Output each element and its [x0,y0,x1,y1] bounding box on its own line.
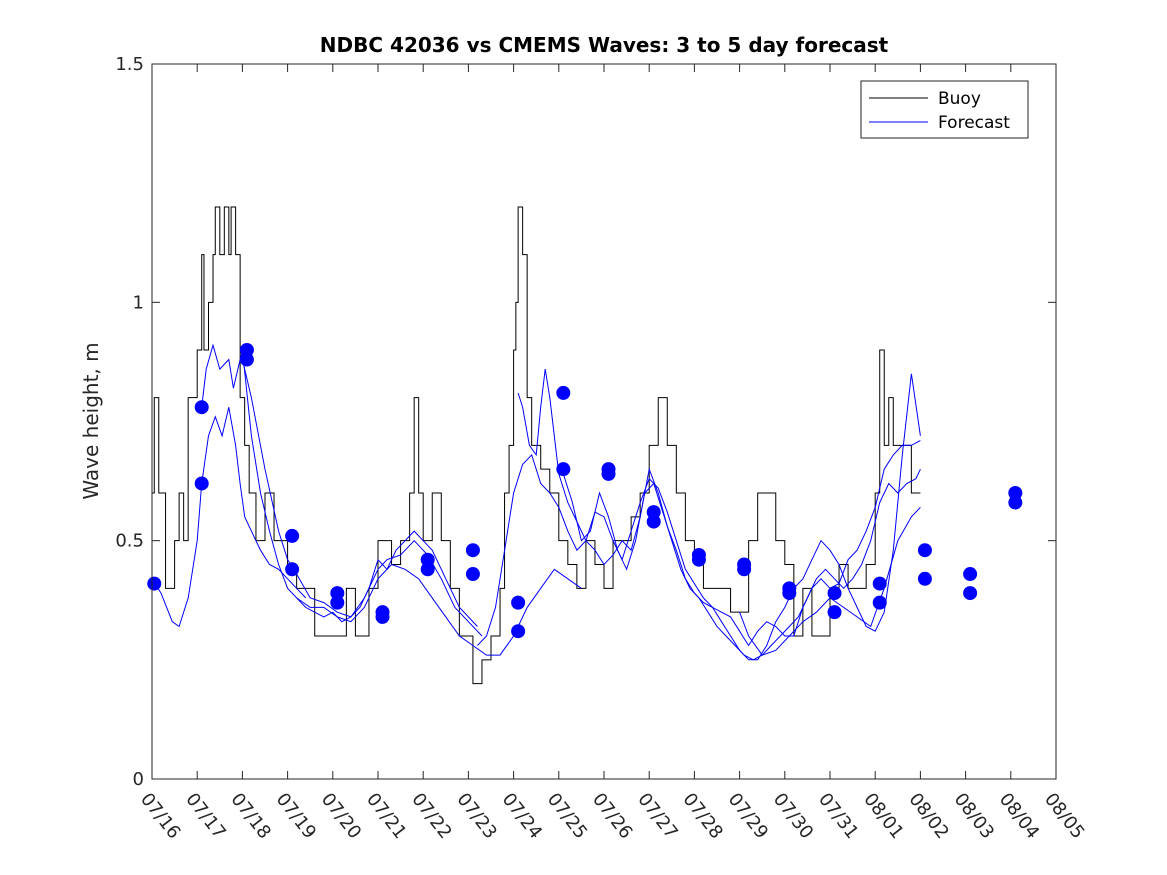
legend-forecast-label: Forecast [938,113,1010,133]
y-tick-label: 0.5 [115,531,144,552]
x-tick-label: 07/19 [272,789,320,843]
y-tick-label: 1.5 [115,54,144,75]
x-tick-label: 08/05 [1040,789,1088,843]
x-axis: 07/1607/1707/1807/1907/2007/2107/2207/23… [136,64,1089,843]
y-tick-label: 1 [133,292,144,313]
x-tick-label: 07/26 [588,789,636,843]
y-tick-label: 0 [133,769,144,790]
legend-box [860,80,1029,139]
x-tick-label: 07/29 [724,789,772,843]
forecast-marker [147,576,162,591]
forecast-marker [827,586,842,601]
x-tick-label: 07/17 [181,789,229,843]
forecast-marker [239,352,254,367]
forecast-series-line [562,468,921,661]
forecast-marker [556,462,571,477]
x-tick-label: 07/23 [452,789,500,843]
legend: Buoy Forecast [860,80,1029,139]
forecast-marker [330,595,345,610]
forecast-series-line [296,563,582,656]
forecast-marker [1008,495,1023,510]
forecast-marker [646,514,661,529]
forecast-marker [782,586,797,601]
x-tick-label: 07/22 [407,789,455,843]
forecast-series-line [477,440,921,647]
x-tick-label: 07/30 [769,789,817,843]
x-tick-label: 07/21 [362,789,410,843]
forecast-marker [465,543,480,558]
buoy-series-line [152,206,921,685]
x-tick-label: 07/16 [136,789,184,843]
x-tick-label: 07/27 [633,789,681,843]
forecast-marker [917,543,932,558]
forecast-series-line [151,407,307,628]
x-tick-label: 07/20 [317,789,365,843]
forecast-marker [963,586,978,601]
x-tick-label: 08/01 [859,789,907,843]
x-tick-label: 08/02 [904,789,952,843]
x-tick-label: 07/25 [543,789,591,843]
forecast-marker [872,576,887,591]
forecast-marker [285,562,300,577]
forecast-marker [194,476,209,491]
forecast-marker [285,528,300,543]
forecast-marker [465,567,480,582]
x-tick-label: 07/28 [678,789,726,843]
forecast-marker [420,562,435,577]
plot-area [147,206,1023,685]
x-tick-label: 07/31 [814,789,862,843]
forecast-marker [556,385,571,400]
forecast-marker [963,567,978,582]
forecast-series-line [201,343,478,627]
forecast-marker [601,466,616,481]
forecast-marker [511,595,526,610]
forecast-series-line [241,359,483,637]
forecast-marker [917,571,932,586]
forecast-marker [194,400,209,415]
x-tick-label: 08/04 [995,789,1043,843]
x-tick-label: 07/18 [226,789,274,843]
legend-buoy-label: Buoy [938,89,981,109]
y-axis-label: Wave height, m [79,342,103,499]
forecast-marker [691,552,706,567]
forecast-series-line [517,369,921,661]
x-tick-label: 07/24 [498,789,546,843]
y-axis: 0 0.5 1 1.5 [115,54,1056,790]
forecast-marker [511,624,526,639]
forecast-marker [375,609,390,624]
axes-box [151,63,1057,780]
forecast-marker [827,605,842,620]
forecast-marker [737,562,752,577]
forecast-marker [872,595,887,610]
chart-title: NDBC 42036 vs CMEMS Waves: 3 to 5 day fo… [320,33,889,57]
x-tick-label: 08/03 [950,789,998,843]
